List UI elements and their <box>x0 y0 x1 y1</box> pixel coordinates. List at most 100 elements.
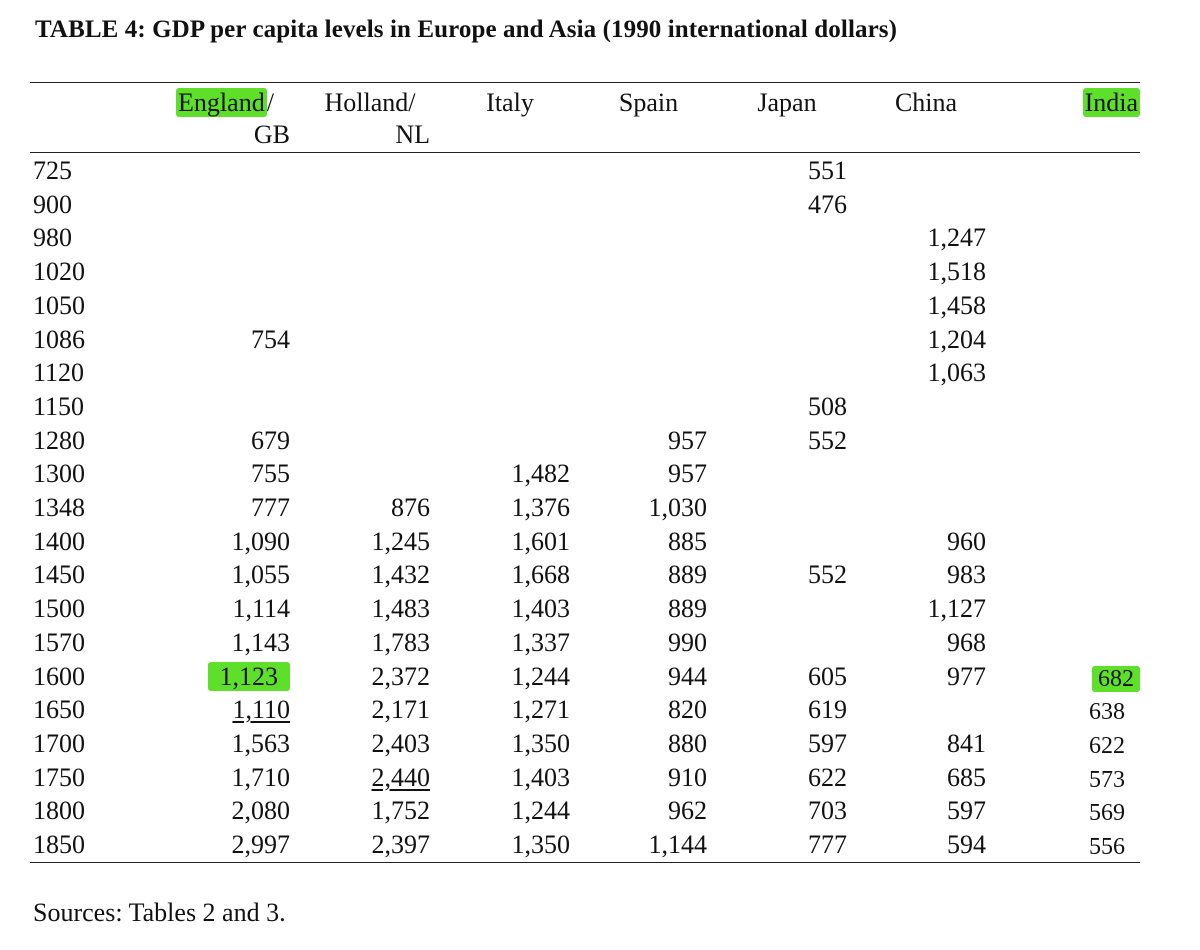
value-cell-spain: 1,144 <box>590 828 708 862</box>
value-cell-england-gb: 1,710 <box>170 761 291 795</box>
header-rule <box>30 152 1140 153</box>
value-text: 597 <box>947 796 986 825</box>
value-text: 597 <box>808 729 847 758</box>
value-cell-england-gb: 1,110 <box>170 693 290 727</box>
value-cell-china: 960 <box>866 525 986 559</box>
year-cell: 1650 <box>33 695 85 724</box>
value-cell-china: 968 <box>866 626 986 660</box>
value-text: 2,372 <box>371 662 431 691</box>
value-cell-italy: 1,271 <box>450 693 571 727</box>
value-text: 1,123 <box>207 662 290 691</box>
value-cell-spain: 820 <box>590 693 707 727</box>
top-rule <box>30 82 1140 83</box>
value-cell-italy: 1,350 <box>450 828 571 862</box>
value-text: 552 <box>808 426 847 455</box>
value-cell-japan: 619 <box>727 693 847 727</box>
value-text: 1,432 <box>371 560 431 589</box>
value-cell-china: 977 <box>866 660 986 694</box>
value-text: 962 <box>668 796 707 825</box>
value-cell-italy: 1,482 <box>450 457 571 491</box>
value-text: 754 <box>251 325 290 354</box>
value-cell-japan: 508 <box>727 390 847 424</box>
value-text: 1,403 <box>511 594 571 623</box>
value-cell-china: 594 <box>866 828 986 862</box>
value-text: 876 <box>391 493 430 522</box>
value-text: 968 <box>947 628 986 657</box>
header-spain: Spain <box>618 88 679 117</box>
value-text: 1,518 <box>927 257 987 286</box>
value-cell-england-gb: 1,090 <box>170 525 291 559</box>
year-cell: 1300 <box>33 459 85 488</box>
value-cell-spain: 957 <box>590 457 707 491</box>
value-cell-italy: 1,337 <box>450 626 571 660</box>
value-text: 1,458 <box>927 291 987 320</box>
year-cell: 1750 <box>33 763 85 792</box>
value-text: 1,247 <box>927 223 987 252</box>
value-cell-india: 638 <box>1005 695 1125 729</box>
value-text: 960 <box>947 527 986 556</box>
value-cell-china: 983 <box>866 558 986 592</box>
header-holland-nl: Holland/ <box>324 88 416 117</box>
value-cell-india: 622 <box>1005 729 1125 763</box>
value-text: 679 <box>251 426 290 455</box>
header-england-gb: England/ <box>160 86 290 120</box>
header-holland-nl-line2: NL <box>395 120 430 149</box>
value-text: 983 <box>947 560 986 589</box>
value-cell-japan: 703 <box>727 794 847 828</box>
value-cell-england-gb: 679 <box>170 424 290 458</box>
value-cell-england-gb: 1,123 <box>170 660 290 694</box>
value-cell-china: 597 <box>866 794 986 828</box>
value-text: 594 <box>947 830 986 859</box>
value-text: 1,127 <box>927 594 987 623</box>
value-cell-england-gb: 754 <box>170 323 290 357</box>
value-cell-india: 682 <box>1005 662 1140 696</box>
value-cell-england-gb: 777 <box>170 491 290 525</box>
value-cell-japan: 597 <box>727 727 847 761</box>
value-cell-spain: 990 <box>590 626 707 660</box>
value-text: 2,403 <box>371 729 431 758</box>
sources-note: Sources: Tables 2 and 3. <box>33 898 286 927</box>
value-text: 1,483 <box>371 594 431 623</box>
value-text: 1,244 <box>511 796 571 825</box>
value-cell-china: 1,204 <box>866 323 987 357</box>
header-england-slash: / <box>266 88 274 117</box>
value-text: 619 <box>808 695 847 724</box>
value-cell-spain: 1,030 <box>590 491 708 525</box>
value-text: 1,668 <box>511 560 571 589</box>
value-text: 885 <box>668 527 707 556</box>
value-cell-spain: 910 <box>590 761 707 795</box>
value-text: 944 <box>668 662 707 691</box>
value-text: 889 <box>668 560 707 589</box>
year-cell: 1020 <box>33 257 85 286</box>
value-cell-japan: 552 <box>727 558 847 592</box>
value-cell-china: 1,247 <box>866 221 987 255</box>
value-cell-holland-nl: 876 <box>310 491 430 525</box>
value-text: 2,997 <box>231 830 291 859</box>
value-cell-japan: 551 <box>727 154 847 188</box>
value-cell-holland-nl: 1,752 <box>310 794 431 828</box>
value-text: 2,080 <box>231 796 291 825</box>
value-cell-china: 841 <box>866 727 986 761</box>
value-text: 556 <box>1089 834 1125 860</box>
value-text: 1,482 <box>511 459 571 488</box>
year-cell: 1450 <box>33 560 85 589</box>
value-cell-italy: 1,376 <box>450 491 571 525</box>
value-cell-japan: 777 <box>727 828 847 862</box>
year-cell: 1050 <box>33 291 85 320</box>
value-text: 2,440 <box>371 763 431 792</box>
value-text: 1,114 <box>232 594 290 623</box>
year-cell: 1600 <box>33 662 85 691</box>
value-cell-england-gb: 755 <box>170 457 290 491</box>
value-cell-holland-nl: 2,397 <box>310 828 431 862</box>
value-text: 820 <box>668 695 707 724</box>
value-cell-spain: 957 <box>590 424 707 458</box>
year-cell: 1700 <box>33 729 85 758</box>
value-text: 476 <box>808 190 847 219</box>
value-text: 682 <box>1092 666 1140 692</box>
value-text: 889 <box>668 594 707 623</box>
value-text: 2,171 <box>371 695 431 724</box>
value-text: 1,752 <box>371 796 431 825</box>
value-text: 569 <box>1089 800 1125 826</box>
value-cell-spain: 889 <box>590 592 707 626</box>
value-text: 622 <box>808 763 847 792</box>
